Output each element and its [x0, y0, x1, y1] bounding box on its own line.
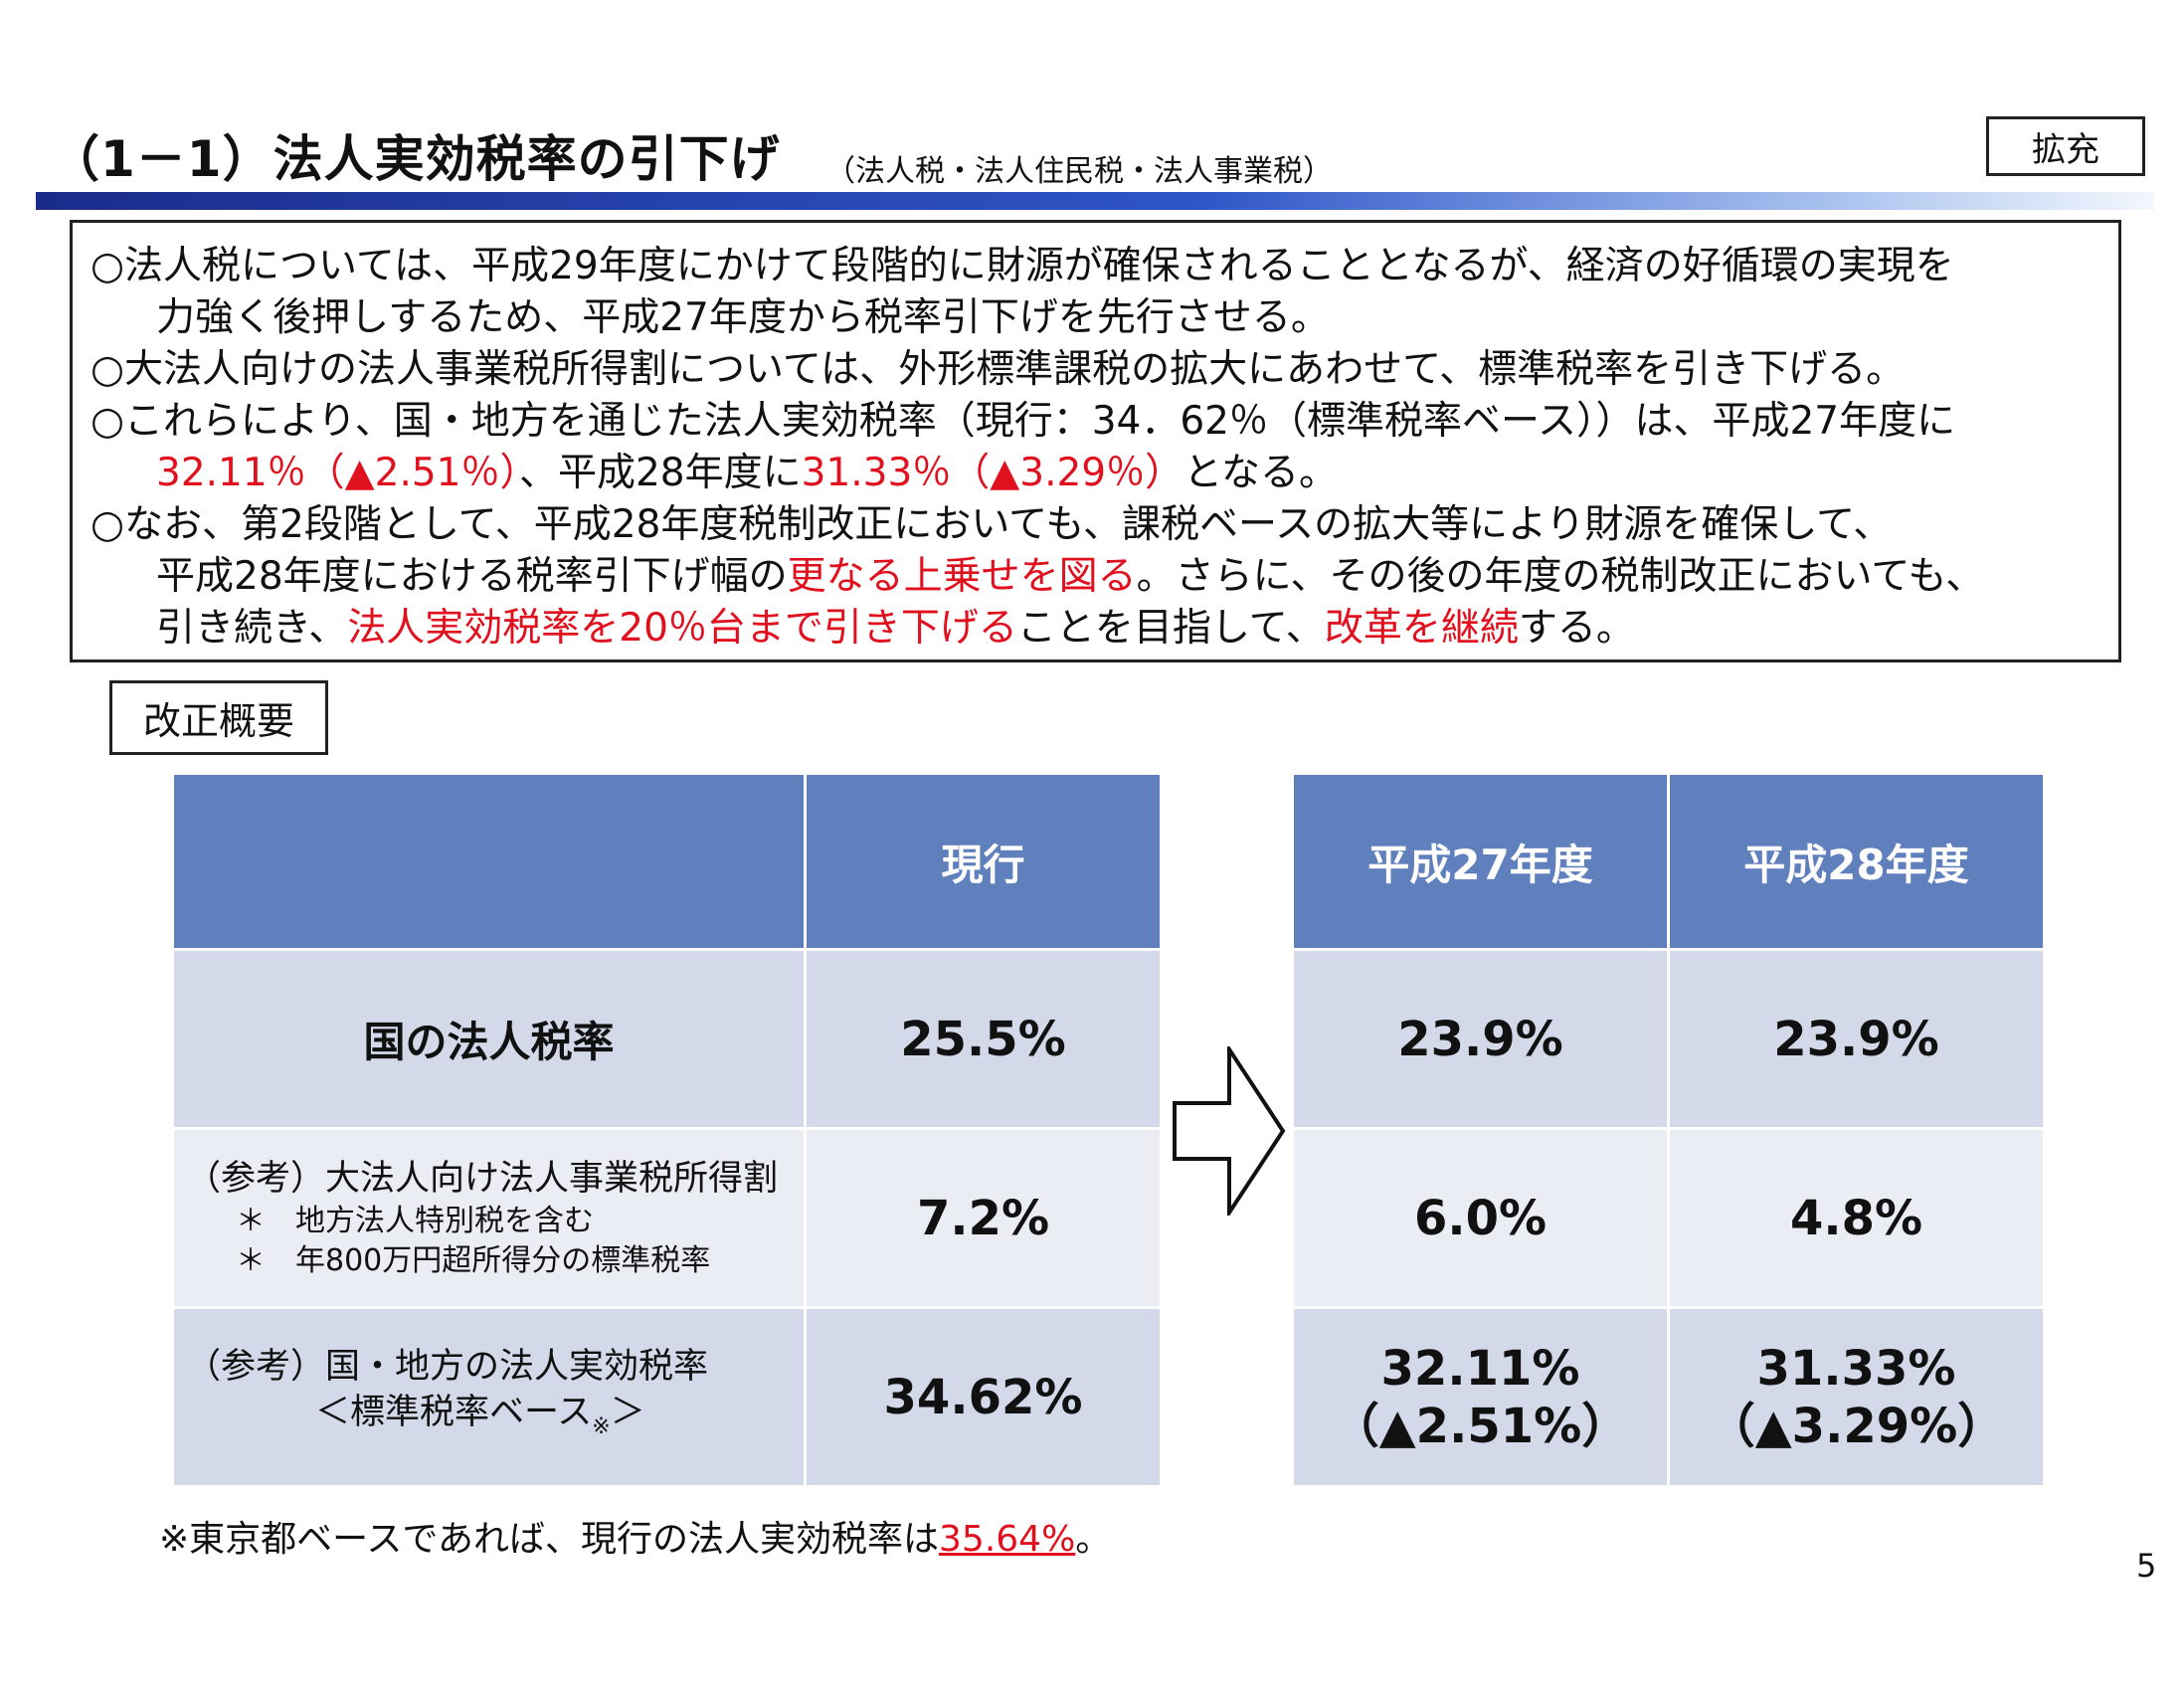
table-header-current: 現行 [804, 772, 1163, 951]
reference-mark: ※ [592, 1414, 611, 1439]
cell-h28: 31.33% （▲3.29%） [1667, 1306, 2046, 1488]
table-header-h28: 平成28年度 [1667, 772, 2046, 951]
summary-line: ○大法人向けの法人事業税所得割については、外形標準課税の拡大にあわせて、標準税率… [91, 347, 1906, 392]
row-label-text: （参考）国・地方の法人実効税率 [186, 1347, 709, 1387]
cell-current: 25.5% [804, 948, 1163, 1130]
footnote-text: ※東京都ベースであれば、現行の法人実効税率は [159, 1519, 940, 1560]
summary-text: となる。 [1183, 451, 1338, 495]
row-label-text: （参考）大法人向け法人事業税所得割 [186, 1158, 779, 1199]
footnote-end: 。 [1075, 1519, 1112, 1560]
summary-text: 引き続き、 [156, 606, 348, 651]
summary-paragraph-3: ○これらにより、国・地方を通じた法人実効税率（現行：34．62％（標準税率ベース… [91, 396, 2100, 499]
cell-h27: 32.11% （▲2.51%） [1291, 1306, 1670, 1488]
table-row: 6.0% 4.8% [1291, 1127, 2046, 1309]
row-label-effective-rate: （参考）国・地方の法人実効税率 ＜標準税率ベース※＞ [171, 1306, 807, 1488]
cell-change: （▲3.29%） [1707, 1398, 2006, 1454]
summary-text: する。 [1518, 606, 1635, 651]
table-row: 32.11% （▲2.51%） 31.33% （▲3.29%） [1291, 1306, 2046, 1488]
highlight-text: 法人実効税率を20％台まで引き下げる [347, 606, 1017, 651]
cell-change: （▲2.51%） [1331, 1398, 1630, 1454]
summary-line: 力強く後押しするため、平成27年度から税率引下げを先行させる。 [156, 295, 1330, 340]
table-row: 国の法人税率 25.5% [171, 948, 1163, 1130]
section-label: 改正概要 [109, 680, 328, 755]
summary-line: 引き続き、法人実効税率を20％台まで引き下げることを目指して、改革を継続する。 [91, 603, 2100, 655]
highlight-text: 改革を継続 [1324, 606, 1519, 651]
page-title: （1－1）法人実効税率の引下げ [50, 130, 781, 188]
summary-text: ことを目指して、 [1016, 606, 1325, 651]
row-label-sub: ＜標準税率ベース [315, 1393, 593, 1432]
summary-paragraph-1: ○法人税については、平成29年度にかけて段階的に財源が確保されることとなるが、経… [91, 241, 2100, 344]
cell-h27: 6.0% [1291, 1127, 1670, 1309]
footnote: ※東京都ベースであれば、現行の法人実効税率は35.64%。 [159, 1510, 1111, 1562]
summary-line: 32.11％（▲2.51％）、平成28年度に31.33％（▲3.29％）となる。 [91, 448, 2100, 499]
summary-paragraph-2: ○大法人向けの法人事業税所得割については、外形標準課税の拡大にあわせて、標準税率… [91, 344, 2100, 396]
row-note: ＊ 地方法人特別税を含む [236, 1203, 594, 1238]
summary-line: 平成28年度における税率引下げ幅の更なる上乗せを図る。さらに、その後の年度の税制… [91, 551, 2100, 603]
summary-text: 平成28年度における税率引下げ幅の [156, 554, 788, 599]
cell-h28: 4.8% [1667, 1127, 2046, 1309]
cell-h27: 23.9% [1291, 948, 1670, 1130]
row-label-corporate-tax: 国の法人税率 [171, 948, 807, 1130]
summary-box: ○法人税については、平成29年度にかけて段階的に財源が確保されることとなるが、経… [70, 220, 2121, 662]
cell-value: 32.11% [1380, 1340, 1580, 1397]
title-divider [36, 192, 2154, 210]
page-subtitle: （法人税・法人住民税・法人事業税） [825, 154, 1333, 189]
footnote-value: 35.64% [939, 1519, 1076, 1560]
status-badge: 拡充 [1986, 116, 2145, 176]
summary-paragraph-4: ○なお、第2段階として、平成28年度税制改正においても、課税ベースの拡大等により… [91, 499, 2100, 655]
table-row: 23.9% 23.9% [1291, 948, 2046, 1130]
summary-line: ○なお、第2段階として、平成28年度税制改正においても、課税ベースの拡大等により… [91, 502, 1893, 547]
right-arrow-icon [1173, 1046, 1286, 1216]
cell-value: 31.33% [1756, 1340, 1956, 1397]
row-note: ＊ 年800万円超所得分の標準税率 [236, 1242, 711, 1278]
table-header-blank [171, 772, 807, 951]
current-rate-table: 現行 国の法人税率 25.5% （参考）大法人向け法人事業税所得割 ＊ 地方法人… [171, 772, 1163, 1488]
row-label-subtext: ＜標準税率ベース※＞ [186, 1390, 804, 1450]
table-row: （参考）大法人向け法人事業税所得割 ＊ 地方法人特別税を含む ＊ 年800万円超… [171, 1127, 1163, 1309]
highlight-text: 更なる上乗せを図る [787, 554, 1137, 599]
cell-h28: 23.9% [1667, 948, 2046, 1130]
cell-current: 7.2% [804, 1127, 1163, 1309]
summary-text: 。さらに、その後の年度の税制改正においても、 [1136, 554, 1985, 599]
table-row: （参考）国・地方の法人実効税率 ＜標準税率ベース※＞ 34.62% [171, 1306, 1163, 1488]
row-label-sub-end: ＞ [610, 1393, 645, 1432]
summary-text: 、平成28年度に [518, 451, 802, 495]
cell-current: 34.62% [804, 1306, 1163, 1488]
highlight-text: 32.11％（▲2.51％） [156, 451, 519, 495]
highlight-text: 31.33％（▲3.29％） [801, 451, 1184, 495]
revised-rate-table: 平成27年度 平成28年度 23.9% 23.9% 6.0% 4.8% 32.1… [1291, 772, 2046, 1488]
table-header-h27: 平成27年度 [1291, 772, 1670, 951]
summary-line: ○法人税については、平成29年度にかけて段階的に財源が確保されることとなるが、経… [91, 244, 1954, 288]
summary-line: ○これらにより、国・地方を通じた法人実効税率（現行：34．62％（標準税率ベース… [91, 399, 1956, 444]
row-label-business-tax: （参考）大法人向け法人事業税所得割 ＊ 地方法人特別税を含む ＊ 年800万円超… [171, 1127, 807, 1309]
page-number: 5 [2136, 1547, 2157, 1585]
